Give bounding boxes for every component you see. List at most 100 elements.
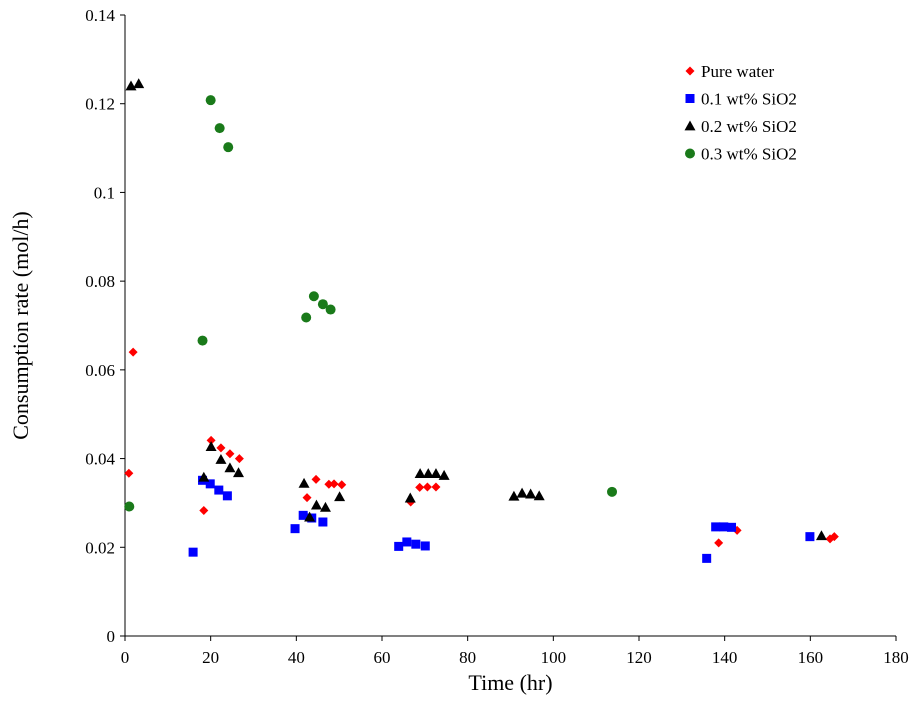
y-tick-label: 0.02 — [85, 538, 115, 557]
data-point — [829, 532, 839, 542]
data-point — [223, 142, 234, 153]
legend-label: 0.3 wt% SiO2 — [701, 145, 797, 164]
y-tick-label: 0 — [107, 627, 116, 646]
data-point — [308, 291, 319, 302]
data-point — [133, 78, 145, 89]
y-tick-label: 0.14 — [85, 6, 115, 25]
series-1 — [188, 475, 815, 563]
data-point — [302, 493, 312, 503]
data-point — [310, 499, 322, 510]
axis-ticks: 0 20 40 60 80 100 120 140 160 180 0 0.02 0.04 0.06 0.0… — [85, 6, 909, 667]
data-point — [394, 541, 404, 551]
y-tick-label: 0.1 — [94, 183, 115, 202]
series-0 — [124, 347, 839, 548]
data-point — [205, 479, 215, 489]
data-point — [325, 304, 336, 315]
legend-label: 0.2 wt% SiO2 — [701, 117, 797, 136]
data-point — [197, 335, 208, 346]
data-point — [290, 524, 300, 534]
data-point — [727, 522, 737, 532]
data-point — [233, 467, 245, 478]
data-point — [334, 491, 346, 502]
x-tick-label: 40 — [288, 648, 305, 667]
legend-marker — [685, 66, 695, 76]
data-point — [420, 541, 430, 551]
data-point — [224, 462, 236, 473]
data-point — [438, 469, 450, 480]
data-points — [124, 78, 839, 563]
y-tick-label: 0.08 — [85, 272, 115, 291]
legend-marker — [685, 94, 695, 103]
data-point — [198, 471, 210, 482]
data-point — [711, 522, 721, 532]
data-point — [216, 443, 226, 453]
y-tick-label: 0.12 — [85, 95, 115, 114]
y-tick-label: 0.06 — [85, 361, 115, 380]
data-point — [298, 510, 308, 520]
data-point — [533, 490, 545, 501]
data-point — [402, 537, 412, 547]
x-tick-label: 60 — [374, 648, 391, 667]
x-tick-label: 120 — [626, 648, 652, 667]
data-point — [319, 501, 331, 512]
data-point — [205, 441, 217, 451]
data-point — [124, 501, 135, 512]
data-point — [329, 479, 339, 489]
x-tick-label: 160 — [798, 648, 824, 667]
y-axis-title: Consumption rate (mol/h) — [8, 211, 33, 440]
x-tick-label: 180 — [883, 648, 909, 667]
data-point — [508, 490, 520, 501]
data-point — [404, 492, 416, 503]
data-point — [304, 511, 316, 522]
data-point — [702, 553, 712, 563]
x-tick-label: 140 — [712, 648, 738, 667]
data-point — [199, 505, 209, 515]
data-point — [318, 517, 328, 527]
data-point — [124, 468, 134, 478]
series-3 — [124, 95, 618, 512]
data-point — [516, 487, 528, 498]
data-point — [128, 347, 138, 357]
data-point — [414, 468, 426, 479]
data-point — [719, 522, 729, 532]
x-axis-title: Time (hr) — [468, 670, 552, 695]
legend-label: Pure water — [701, 62, 775, 81]
data-point — [422, 482, 432, 492]
data-point — [714, 538, 724, 548]
x-tick-label: 100 — [541, 648, 567, 667]
data-point — [188, 547, 198, 557]
data-point — [206, 435, 216, 445]
data-point — [815, 530, 827, 541]
data-point — [411, 539, 421, 549]
legend-marker — [684, 120, 696, 131]
y-tick-label: 0.04 — [85, 450, 115, 469]
legend-label: 0.1 wt% SiO2 — [701, 90, 797, 109]
data-point — [317, 299, 328, 310]
x-tick-label: 0 — [121, 648, 130, 667]
data-point — [205, 95, 216, 106]
legend-marker — [685, 148, 695, 159]
data-point — [324, 479, 334, 489]
plot-area: 0 20 40 60 80 100 120 140 160 180 0 0.02 0.04 0.06 0.0… — [85, 6, 909, 667]
data-point — [234, 454, 244, 464]
x-tick-label: 80 — [459, 648, 476, 667]
x-tick-label: 20 — [202, 648, 219, 667]
data-point — [222, 491, 232, 501]
data-point — [430, 468, 442, 479]
data-point — [214, 123, 225, 134]
data-point — [337, 480, 347, 490]
legend: Pure water 0.1 wt% SiO2 0.2 wt% SiO2 0.3 wt… — [684, 62, 797, 164]
data-point — [214, 485, 224, 495]
data-point — [607, 486, 618, 497]
data-point — [311, 474, 321, 484]
data-point — [215, 453, 227, 464]
data-point — [431, 482, 441, 492]
data-point — [298, 477, 310, 488]
series-2 — [125, 78, 827, 541]
data-point — [422, 468, 434, 479]
data-point — [301, 312, 312, 323]
data-point — [525, 488, 537, 499]
data-point — [225, 449, 235, 459]
data-point — [415, 482, 425, 492]
